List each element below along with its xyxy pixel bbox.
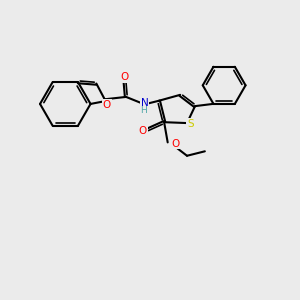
Text: O: O: [171, 139, 179, 148]
Text: H: H: [140, 106, 147, 116]
Text: N: N: [141, 98, 148, 108]
Text: O: O: [139, 126, 147, 136]
Text: O: O: [121, 72, 129, 82]
Text: O: O: [103, 100, 111, 110]
Text: S: S: [187, 119, 194, 129]
